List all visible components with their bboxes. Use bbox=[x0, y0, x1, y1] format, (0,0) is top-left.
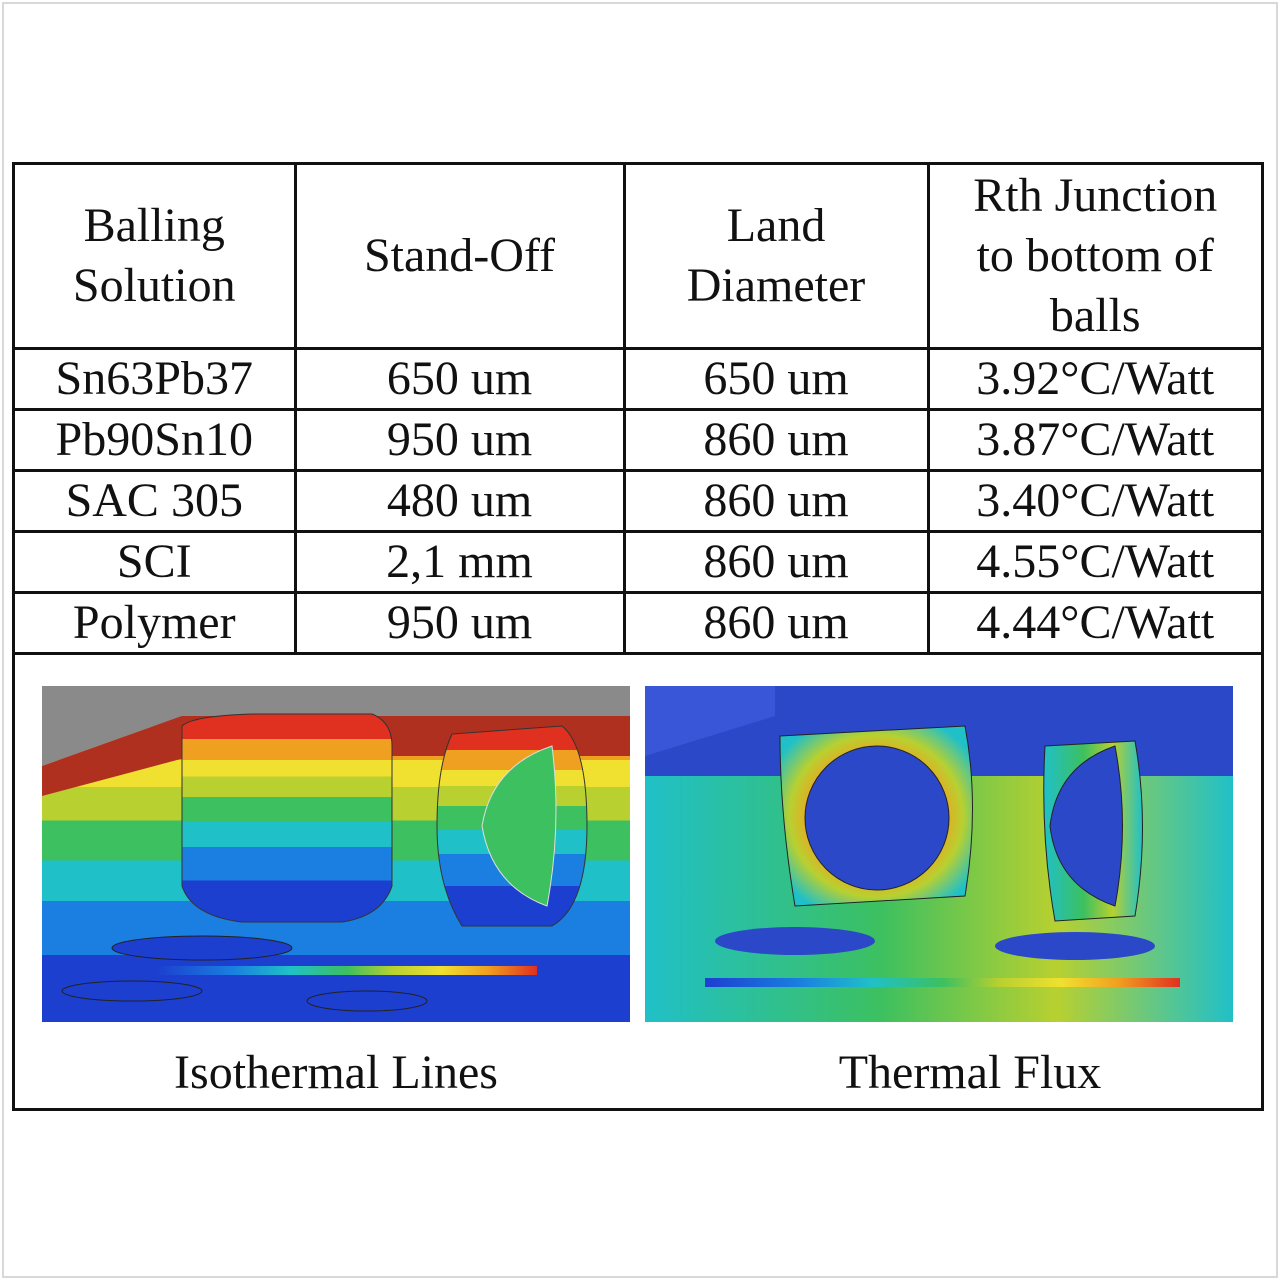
thermal-flux-caption: Thermal Flux bbox=[838, 1046, 1102, 1099]
cell-rth: 4.44°C/Watt bbox=[926, 591, 1261, 655]
balling-table: Balling Solution Stand-Off Land Diameter… bbox=[15, 165, 1261, 655]
table-row: Polymer 950 um 860 um 4.44°C/Watt bbox=[15, 591, 1261, 655]
cell-rth: 4.55°C/Watt bbox=[926, 530, 1261, 594]
thermal-flux-simulation-image bbox=[645, 686, 1233, 1022]
cell-rth: 3.92°C/Watt bbox=[926, 347, 1261, 411]
cell-land-diameter: 650 um bbox=[622, 347, 930, 411]
isothermal-simulation-image bbox=[42, 686, 630, 1022]
cell-rth: 3.87°C/Watt bbox=[926, 408, 1261, 472]
header-balling-solution: Balling Solution bbox=[15, 165, 297, 350]
table-row: Pb90Sn10 950 um 860 um 3.87°C/Watt bbox=[15, 408, 1261, 472]
header-stand-off: Stand-Off bbox=[293, 165, 626, 350]
cell-stand-off: 650 um bbox=[293, 347, 626, 411]
isothermal-caption: Isothermal Lines bbox=[174, 1046, 498, 1099]
table-row: SCI 2,1 mm 860 um 4.55°C/Watt bbox=[15, 530, 1261, 594]
table-header-row: Balling Solution Stand-Off Land Diameter… bbox=[15, 165, 1261, 350]
cell-stand-off: 480 um bbox=[293, 469, 626, 533]
document-figure: Balling Solution Stand-Off Land Diameter… bbox=[12, 162, 1264, 1111]
cell-stand-off: 950 um bbox=[293, 408, 626, 472]
cell-solution: Pb90Sn10 bbox=[15, 408, 297, 472]
cell-land-diameter: 860 um bbox=[622, 469, 930, 533]
header-land-diameter: Land Diameter bbox=[622, 165, 930, 350]
cell-stand-off: 2,1 mm bbox=[293, 530, 626, 594]
cell-land-diameter: 860 um bbox=[622, 408, 930, 472]
cell-rth: 3.40°C/Watt bbox=[926, 469, 1261, 533]
cell-stand-off: 950 um bbox=[293, 591, 626, 655]
table-row: Sn63Pb37 650 um 650 um 3.92°C/Watt bbox=[15, 347, 1261, 411]
cell-land-diameter: 860 um bbox=[622, 591, 930, 655]
header-rth-junction: Rth Junction to bottom of balls bbox=[926, 165, 1261, 350]
cell-solution: SAC 305 bbox=[15, 469, 297, 533]
cell-land-diameter: 860 um bbox=[622, 530, 930, 594]
cell-solution: Polymer bbox=[15, 591, 297, 655]
cell-solution: SCI bbox=[15, 530, 297, 594]
cell-solution: Sn63Pb37 bbox=[15, 347, 297, 411]
table-row: SAC 305 480 um 860 um 3.40°C/Watt bbox=[15, 469, 1261, 533]
